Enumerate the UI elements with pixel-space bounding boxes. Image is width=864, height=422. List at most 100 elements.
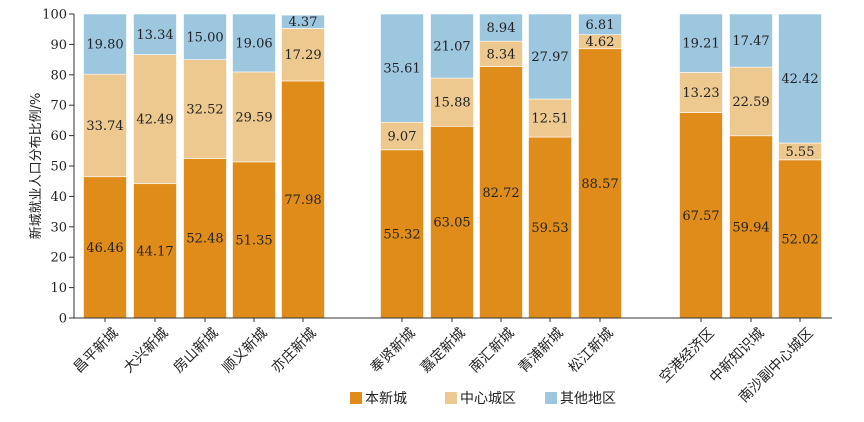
data-label: 9.07 bbox=[388, 130, 417, 145]
data-label: 6.81 bbox=[586, 18, 615, 33]
data-label: 52.02 bbox=[781, 232, 818, 247]
bar-segment-central bbox=[528, 98, 572, 138]
data-label: 32.52 bbox=[186, 103, 223, 118]
data-label: 46.46 bbox=[86, 241, 123, 256]
bar-segment-local bbox=[232, 161, 276, 319]
bar-segment-central bbox=[430, 77, 474, 127]
legend-label: 其他地区 bbox=[560, 391, 616, 407]
bar-segment-other bbox=[83, 13, 127, 75]
bar-segment-central bbox=[183, 59, 227, 159]
bar-segment-other bbox=[232, 13, 276, 73]
legend-item: 本新城 bbox=[350, 391, 407, 407]
y-tick-label: 60 bbox=[50, 129, 67, 144]
bar-segment-other bbox=[479, 13, 523, 42]
x-tick-label: 顺义新城 bbox=[220, 325, 271, 376]
x-tick-label: 松江新城 bbox=[566, 325, 617, 376]
y-tick-label: 40 bbox=[50, 190, 67, 205]
data-label: 8.34 bbox=[487, 47, 516, 62]
y-tick-label: 100 bbox=[42, 8, 67, 23]
bar-segment-local bbox=[380, 149, 424, 319]
data-label: 77.98 bbox=[284, 193, 321, 208]
data-label: 19.21 bbox=[682, 37, 719, 52]
y-tick-label: 30 bbox=[50, 220, 67, 235]
bar-segment-central bbox=[232, 71, 276, 163]
x-tick-label: 奉贤新城 bbox=[368, 325, 419, 376]
data-label: 59.53 bbox=[531, 221, 568, 236]
legend: 本新城 中心城区 其他地区 bbox=[350, 391, 616, 407]
bar-segment-other bbox=[578, 13, 622, 36]
y-tick-label: 50 bbox=[50, 160, 67, 175]
bar-segment-other bbox=[679, 13, 723, 73]
bar-segment-local bbox=[183, 158, 227, 319]
bar-segment-other bbox=[133, 13, 177, 55]
bar-segment-other bbox=[778, 13, 822, 144]
legend-swatch bbox=[350, 392, 362, 404]
data-label: 52.48 bbox=[186, 232, 223, 247]
data-label: 67.57 bbox=[682, 209, 719, 224]
data-label: 19.06 bbox=[235, 36, 272, 51]
data-label: 4.62 bbox=[586, 35, 615, 50]
y-tick-label: 70 bbox=[50, 99, 67, 114]
data-label: 13.34 bbox=[136, 28, 173, 43]
bar-segment-other bbox=[430, 13, 474, 79]
data-label: 15.88 bbox=[433, 96, 470, 111]
data-label: 51.35 bbox=[235, 233, 272, 248]
value-labels-layer: 46.46 33.74 19.80 44.17 42.49 13.34 52.48 32.52… bbox=[86, 15, 818, 259]
data-label: 27.97 bbox=[531, 50, 568, 65]
x-tick-label: 青浦新城 bbox=[516, 325, 567, 376]
data-label: 55.32 bbox=[383, 227, 420, 242]
bar-segment-other bbox=[281, 14, 325, 29]
y-axis: 0 10 20 30 40 50 60 70 80 90 100 bbox=[42, 8, 75, 327]
data-label: 59.94 bbox=[732, 220, 769, 235]
bar-segment-other bbox=[528, 13, 572, 100]
y-axis-title: 新城就业人口分布比例/% bbox=[28, 93, 44, 240]
bar-segment-other bbox=[183, 13, 227, 60]
data-label: 22.59 bbox=[732, 95, 769, 110]
data-label: 13.23 bbox=[682, 86, 719, 101]
bar-segment-central bbox=[729, 66, 773, 137]
bar-segment-local bbox=[729, 135, 773, 319]
data-label: 17.29 bbox=[284, 48, 321, 63]
x-tick-label: 昌平新城 bbox=[71, 325, 122, 376]
data-label: 12.51 bbox=[531, 112, 568, 127]
data-label: 15.00 bbox=[186, 30, 223, 45]
legend-label: 本新城 bbox=[365, 391, 407, 407]
bar-segment-central bbox=[479, 40, 523, 67]
y-tick-label: 90 bbox=[50, 38, 67, 53]
legend-item: 中心城区 bbox=[445, 391, 516, 407]
bar-segment-central bbox=[83, 73, 127, 178]
data-label: 17.47 bbox=[732, 34, 769, 49]
data-label: 35.61 bbox=[383, 62, 420, 77]
legend-item: 其他地区 bbox=[545, 391, 616, 407]
data-label: 42.42 bbox=[781, 72, 818, 87]
bar-segment-central bbox=[281, 28, 325, 82]
bar-segment-other bbox=[380, 13, 424, 123]
x-tick-label: 南汇新城 bbox=[467, 325, 518, 376]
data-label: 42.49 bbox=[136, 113, 173, 128]
y-tick-label: 0 bbox=[59, 312, 67, 327]
data-label: 44.17 bbox=[136, 244, 173, 259]
y-tick-label: 10 bbox=[50, 281, 67, 296]
data-label: 29.59 bbox=[235, 110, 272, 125]
data-label: 88.57 bbox=[581, 177, 618, 192]
legend-label: 中心城区 bbox=[460, 391, 516, 407]
bars-layer bbox=[83, 13, 822, 319]
x-tick-label: 大兴新城 bbox=[121, 325, 172, 376]
data-label: 8.94 bbox=[487, 21, 516, 36]
data-label: 82.72 bbox=[482, 186, 519, 201]
x-tick-label: 房山新城 bbox=[171, 325, 222, 376]
data-label: 4.37 bbox=[289, 15, 318, 30]
data-label: 63.05 bbox=[433, 216, 470, 231]
bar-segment-central bbox=[133, 54, 177, 185]
x-tick-label: 亦庄新城 bbox=[268, 325, 320, 377]
data-label: 21.07 bbox=[433, 40, 470, 55]
bar-segment-local bbox=[430, 126, 474, 319]
bar-segment-local bbox=[479, 66, 523, 319]
bar-segment-local bbox=[83, 176, 127, 319]
x-tick-label: 嘉定新城 bbox=[418, 325, 469, 376]
bar-segment-central bbox=[380, 121, 424, 151]
data-label: 33.74 bbox=[86, 119, 123, 134]
bar-segment-local bbox=[528, 136, 572, 319]
y-tick-label: 20 bbox=[50, 251, 67, 266]
